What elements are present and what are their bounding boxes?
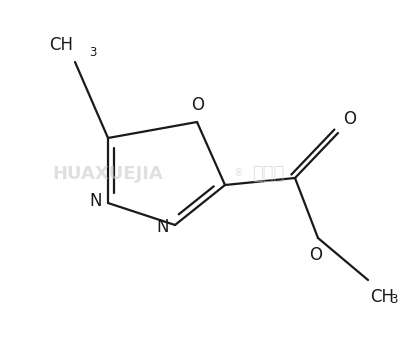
Text: N: N [156, 218, 169, 236]
Text: CH: CH [370, 288, 394, 306]
Text: O: O [192, 96, 204, 114]
Text: HUAXUEJIA: HUAXUEJIA [52, 165, 163, 183]
Text: 化学加: 化学加 [252, 165, 284, 183]
Text: N: N [90, 192, 102, 210]
Text: ®: ® [234, 168, 244, 178]
Text: O: O [343, 110, 356, 128]
Text: O: O [310, 246, 322, 264]
Text: 3: 3 [390, 293, 397, 306]
Text: 3: 3 [89, 46, 96, 59]
Text: CH: CH [49, 36, 73, 54]
